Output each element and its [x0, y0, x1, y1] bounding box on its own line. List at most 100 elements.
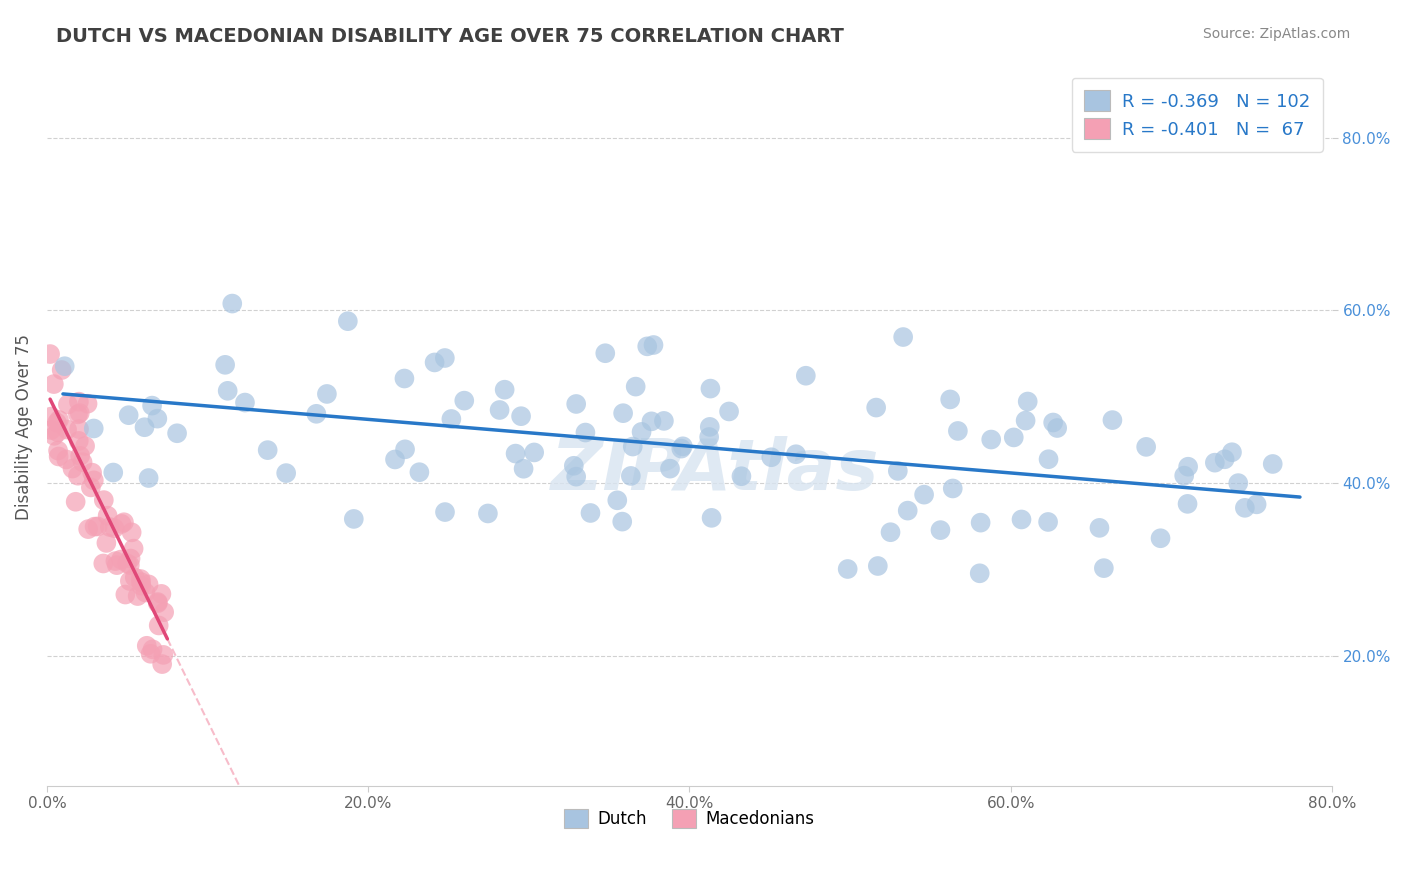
Point: [593, 346, 616, 360]
Point: [42, 377, 65, 392]
Point: [233, 395, 256, 409]
Point: [118, 574, 141, 588]
Point: [134, 585, 156, 599]
Point: [1213, 452, 1236, 467]
Point: [866, 559, 889, 574]
Point: [494, 383, 516, 397]
Point: [1092, 561, 1115, 575]
Point: [621, 440, 644, 454]
Point: [114, 588, 136, 602]
Point: [86, 519, 108, 533]
Point: [150, 587, 173, 601]
Point: [118, 558, 141, 572]
Point: [700, 511, 723, 525]
Point: [129, 575, 152, 590]
Point: [718, 404, 741, 418]
Point: [1233, 500, 1256, 515]
Point: [699, 382, 721, 396]
Point: [153, 605, 176, 619]
Point: [969, 516, 991, 530]
Point: [112, 515, 135, 529]
Point: [929, 523, 952, 537]
Point: [46, 443, 69, 458]
Point: [276, 466, 298, 480]
Point: [574, 425, 596, 440]
Point: [51, 363, 73, 377]
Point: [39, 347, 62, 361]
Point: [1177, 459, 1199, 474]
Y-axis label: Disability Age Over 75: Disability Age Over 75: [15, 334, 32, 520]
Point: [105, 558, 128, 573]
Point: [67, 422, 90, 436]
Point: [612, 406, 634, 420]
Point: [969, 566, 991, 581]
Point: [148, 618, 170, 632]
Point: [1135, 440, 1157, 454]
Point: [72, 455, 94, 469]
Point: [83, 421, 105, 435]
Point: [1220, 445, 1243, 459]
Point: [630, 425, 652, 439]
Point: [624, 379, 647, 393]
Point: [879, 525, 901, 540]
Point: [1227, 476, 1250, 491]
Point: [897, 503, 920, 517]
Point: [423, 355, 446, 369]
Point: [97, 508, 120, 523]
Point: [166, 426, 188, 441]
Point: [69, 406, 91, 420]
Point: [408, 465, 430, 479]
Point: [118, 408, 141, 422]
Point: [53, 359, 76, 374]
Point: [1246, 497, 1268, 511]
Point: [1017, 394, 1039, 409]
Point: [131, 579, 153, 593]
Point: [115, 557, 138, 571]
Point: [620, 469, 643, 483]
Point: [124, 570, 146, 584]
Point: [150, 657, 173, 671]
Point: [761, 450, 783, 465]
Point: [1002, 430, 1025, 444]
Point: [1011, 512, 1033, 526]
Point: [343, 512, 366, 526]
Point: [316, 387, 339, 401]
Point: [146, 596, 169, 610]
Point: [477, 507, 499, 521]
Point: [138, 471, 160, 485]
Point: [1173, 468, 1195, 483]
Point: [643, 338, 665, 352]
Point: [56, 423, 79, 437]
Point: [565, 397, 588, 411]
Point: [612, 515, 634, 529]
Point: [1149, 531, 1171, 545]
Point: [91, 557, 114, 571]
Point: [488, 403, 510, 417]
Point: [510, 409, 533, 424]
Point: [69, 449, 91, 463]
Point: [946, 424, 969, 438]
Point: [80, 480, 103, 494]
Point: [785, 447, 807, 461]
Point: [48, 413, 70, 427]
Point: [1046, 421, 1069, 435]
Point: [217, 384, 239, 398]
Point: [146, 595, 169, 609]
Point: [565, 469, 588, 483]
Point: [67, 394, 90, 409]
Point: [384, 452, 406, 467]
Point: [1088, 521, 1111, 535]
Point: [67, 434, 90, 448]
Point: [939, 392, 962, 407]
Point: [1204, 456, 1226, 470]
Point: [55, 452, 77, 467]
Point: [671, 442, 693, 456]
Point: [562, 458, 585, 473]
Point: [120, 551, 142, 566]
Point: [394, 371, 416, 385]
Point: [39, 423, 62, 437]
Point: [579, 506, 602, 520]
Point: [1036, 515, 1059, 529]
Point: [887, 464, 910, 478]
Point: [66, 468, 89, 483]
